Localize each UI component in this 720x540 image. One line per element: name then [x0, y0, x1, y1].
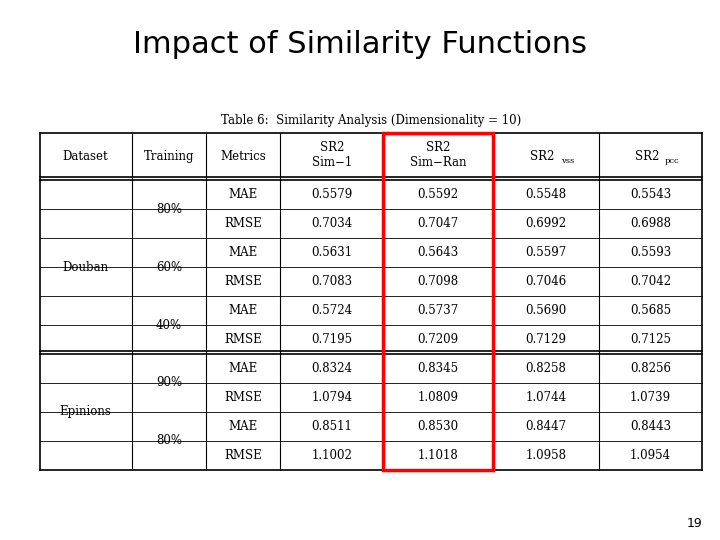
Text: 0.7046: 0.7046: [526, 275, 567, 288]
Text: 0.7047: 0.7047: [418, 217, 459, 230]
Text: 0.5690: 0.5690: [526, 304, 567, 317]
Text: 0.8258: 0.8258: [526, 362, 567, 375]
Text: 80%: 80%: [156, 203, 182, 216]
Text: 1.0954: 1.0954: [630, 449, 671, 462]
Text: Sim−Ran: Sim−Ran: [410, 156, 467, 168]
Text: pcc: pcc: [665, 157, 680, 165]
Text: 80%: 80%: [156, 434, 182, 447]
Text: RMSE: RMSE: [225, 391, 262, 404]
Text: Table 6:  Similarity Analysis (Dimensionality = 10): Table 6: Similarity Analysis (Dimensiona…: [220, 114, 521, 127]
Text: 0.7083: 0.7083: [311, 275, 352, 288]
Text: RMSE: RMSE: [225, 217, 262, 230]
Text: 1.1002: 1.1002: [311, 449, 352, 462]
Text: Training: Training: [144, 150, 194, 163]
Text: 0.5579: 0.5579: [311, 188, 353, 201]
Text: MAE: MAE: [229, 362, 258, 375]
Text: 0.5631: 0.5631: [311, 246, 352, 259]
Text: 0.5737: 0.5737: [418, 304, 459, 317]
Text: RMSE: RMSE: [225, 333, 262, 346]
Text: 0.5724: 0.5724: [311, 304, 352, 317]
Text: 0.8530: 0.8530: [418, 420, 459, 433]
Text: 0.7034: 0.7034: [311, 217, 353, 230]
Text: MAE: MAE: [229, 246, 258, 259]
Text: MAE: MAE: [229, 188, 258, 201]
Text: 0.8256: 0.8256: [630, 362, 671, 375]
Text: 1.1018: 1.1018: [418, 449, 459, 462]
Text: 0.6992: 0.6992: [526, 217, 567, 230]
Text: SR2: SR2: [531, 150, 554, 163]
Text: SR2: SR2: [635, 150, 660, 163]
Text: 40%: 40%: [156, 319, 182, 332]
Text: 0.8345: 0.8345: [418, 362, 459, 375]
Text: 0.5548: 0.5548: [526, 188, 567, 201]
Text: RMSE: RMSE: [225, 449, 262, 462]
Text: 0.6988: 0.6988: [630, 217, 671, 230]
Text: 0.5597: 0.5597: [526, 246, 567, 259]
Text: 1.0958: 1.0958: [526, 449, 567, 462]
Text: 1.0794: 1.0794: [311, 391, 352, 404]
Text: 0.5543: 0.5543: [630, 188, 671, 201]
Text: 0.5593: 0.5593: [630, 246, 671, 259]
Text: 0.7209: 0.7209: [418, 333, 459, 346]
Text: 19: 19: [686, 517, 702, 530]
Text: 0.8324: 0.8324: [311, 362, 352, 375]
Text: 1.0809: 1.0809: [418, 391, 459, 404]
Text: 90%: 90%: [156, 376, 182, 389]
Text: SR2: SR2: [426, 140, 450, 153]
Text: RMSE: RMSE: [225, 275, 262, 288]
Text: 0.8443: 0.8443: [630, 420, 671, 433]
Text: 0.8447: 0.8447: [526, 420, 567, 433]
Text: 1.0744: 1.0744: [526, 391, 567, 404]
Text: 0.5643: 0.5643: [418, 246, 459, 259]
Text: 0.5592: 0.5592: [418, 188, 459, 201]
Text: Metrics: Metrics: [220, 150, 266, 163]
Text: Sim−1: Sim−1: [312, 156, 352, 168]
Text: 1.0739: 1.0739: [630, 391, 671, 404]
Text: 0.7195: 0.7195: [311, 333, 352, 346]
Text: 0.8511: 0.8511: [311, 420, 352, 433]
Text: Impact of Similarity Functions: Impact of Similarity Functions: [133, 30, 587, 59]
Text: 0.7042: 0.7042: [630, 275, 671, 288]
Text: vss: vss: [561, 157, 574, 165]
Text: Dataset: Dataset: [63, 150, 109, 163]
Text: 0.5685: 0.5685: [630, 304, 671, 317]
Text: Douban: Douban: [63, 261, 109, 274]
Text: 0.7098: 0.7098: [418, 275, 459, 288]
Text: SR2: SR2: [320, 140, 344, 153]
Text: 60%: 60%: [156, 261, 182, 274]
Text: MAE: MAE: [229, 420, 258, 433]
Text: 0.7129: 0.7129: [526, 333, 567, 346]
Text: 0.7125: 0.7125: [630, 333, 671, 346]
Text: MAE: MAE: [229, 304, 258, 317]
Text: Epinions: Epinions: [60, 406, 112, 419]
